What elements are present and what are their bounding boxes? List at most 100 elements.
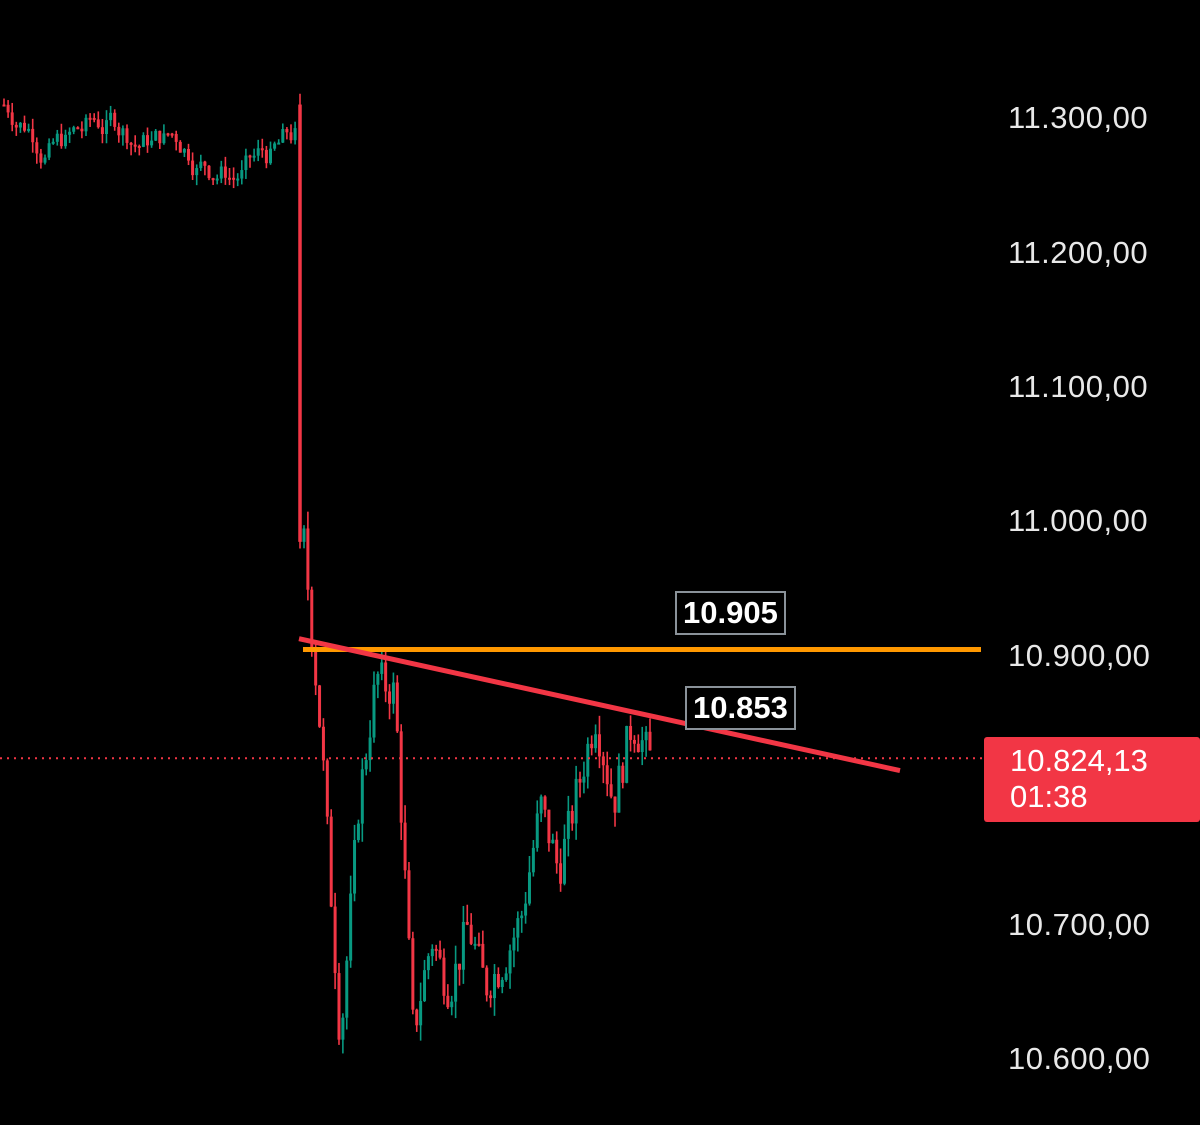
candle-body <box>364 760 368 770</box>
candle-body <box>219 166 223 179</box>
candle-body <box>260 148 264 151</box>
candle-body <box>199 161 203 169</box>
candle-body <box>223 166 227 178</box>
candle-body <box>349 893 353 961</box>
candle-body <box>461 921 465 970</box>
candle-body <box>512 937 516 951</box>
candle-body <box>64 134 67 147</box>
candle-body <box>277 142 281 145</box>
candle-body <box>516 918 520 938</box>
candle-body <box>55 133 59 142</box>
candle-body <box>388 691 392 704</box>
candle-body <box>535 813 539 848</box>
candle-body <box>321 726 325 761</box>
candle-body <box>376 673 380 685</box>
candle-body <box>380 662 384 674</box>
candle-body <box>500 979 504 988</box>
candle-body <box>594 734 598 749</box>
candle-body <box>527 872 531 904</box>
candle-body <box>407 870 411 939</box>
candle-body <box>162 133 166 144</box>
candle-body <box>543 796 547 810</box>
candle-body <box>333 906 337 974</box>
candle-body <box>629 726 633 740</box>
current-price-tag: 10.824,13 01:38 <box>984 737 1200 822</box>
y-tick-label: 10.900,00 <box>1008 638 1151 673</box>
candle-body <box>403 822 407 871</box>
candle-body <box>252 155 256 158</box>
candle-body <box>617 765 621 813</box>
candle-body <box>411 938 415 1010</box>
candle-body <box>76 127 80 130</box>
candle-body <box>360 769 364 824</box>
candle-body <box>539 796 543 814</box>
candle-body <box>100 127 104 134</box>
candle-body <box>14 124 18 128</box>
candle-body <box>187 149 190 161</box>
candle-body <box>72 127 76 132</box>
candle-body <box>43 157 47 163</box>
candle-body <box>450 1001 454 1008</box>
candle-body <box>306 528 310 590</box>
y-tick-label: 10.700,00 <box>1008 907 1151 942</box>
candle-body <box>51 141 55 144</box>
candle-body <box>570 810 574 824</box>
candle-body <box>551 839 555 844</box>
candle-body <box>621 765 625 783</box>
candle-body <box>524 903 528 916</box>
candle-body <box>504 973 508 980</box>
candle-body <box>31 128 35 143</box>
candle-body <box>166 133 170 136</box>
candle-body <box>92 117 96 120</box>
candle-body <box>273 143 277 149</box>
candle-body <box>314 647 318 686</box>
candle-body <box>232 177 236 180</box>
candle-body <box>27 128 31 131</box>
candle-body <box>228 177 231 180</box>
trendline-annotation-label[interactable]: 10.853 <box>685 686 796 730</box>
candle-body <box>191 160 195 176</box>
candle-body <box>574 778 578 824</box>
candle-body <box>174 133 178 142</box>
candle-body <box>170 133 174 136</box>
candle-body <box>293 128 297 141</box>
candle-body <box>454 963 458 1002</box>
y-tick-label: 11.200,00 <box>1008 235 1149 270</box>
trendline[interactable] <box>298 636 901 774</box>
candle-body <box>117 126 121 136</box>
candle-body <box>531 847 535 873</box>
candle-body <box>285 129 289 133</box>
candle-body <box>248 155 252 158</box>
candle-body <box>325 760 329 817</box>
candle-body <box>601 756 605 766</box>
candle-body <box>644 731 648 741</box>
candle-body <box>520 915 524 919</box>
candle-body <box>195 168 199 176</box>
candle-body <box>236 178 240 181</box>
candle-body <box>150 140 154 146</box>
candle-body <box>302 528 306 542</box>
candle-body <box>559 863 563 884</box>
candle-body <box>154 130 158 141</box>
candle-body <box>141 135 145 147</box>
candle-body <box>39 153 43 163</box>
candle-body <box>146 135 149 146</box>
y-tick-label: 11.100,00 <box>1008 369 1149 404</box>
candle-body <box>137 145 141 148</box>
candle-body <box>6 104 10 113</box>
candle-body <box>109 112 113 121</box>
candle-body <box>318 685 322 727</box>
candle-body <box>289 132 293 141</box>
candle-body <box>372 684 376 738</box>
candle-body <box>489 995 493 999</box>
candle-body <box>113 112 117 127</box>
candle-body <box>609 784 613 797</box>
candle-body <box>578 778 582 783</box>
candle-body <box>298 104 302 542</box>
level-annotation-label[interactable]: 10.905 <box>675 591 786 635</box>
candle-body <box>430 948 434 957</box>
candle-body <box>256 148 260 156</box>
candle-body <box>562 838 566 884</box>
candle-body <box>566 810 570 839</box>
candle-body <box>419 1001 423 1026</box>
